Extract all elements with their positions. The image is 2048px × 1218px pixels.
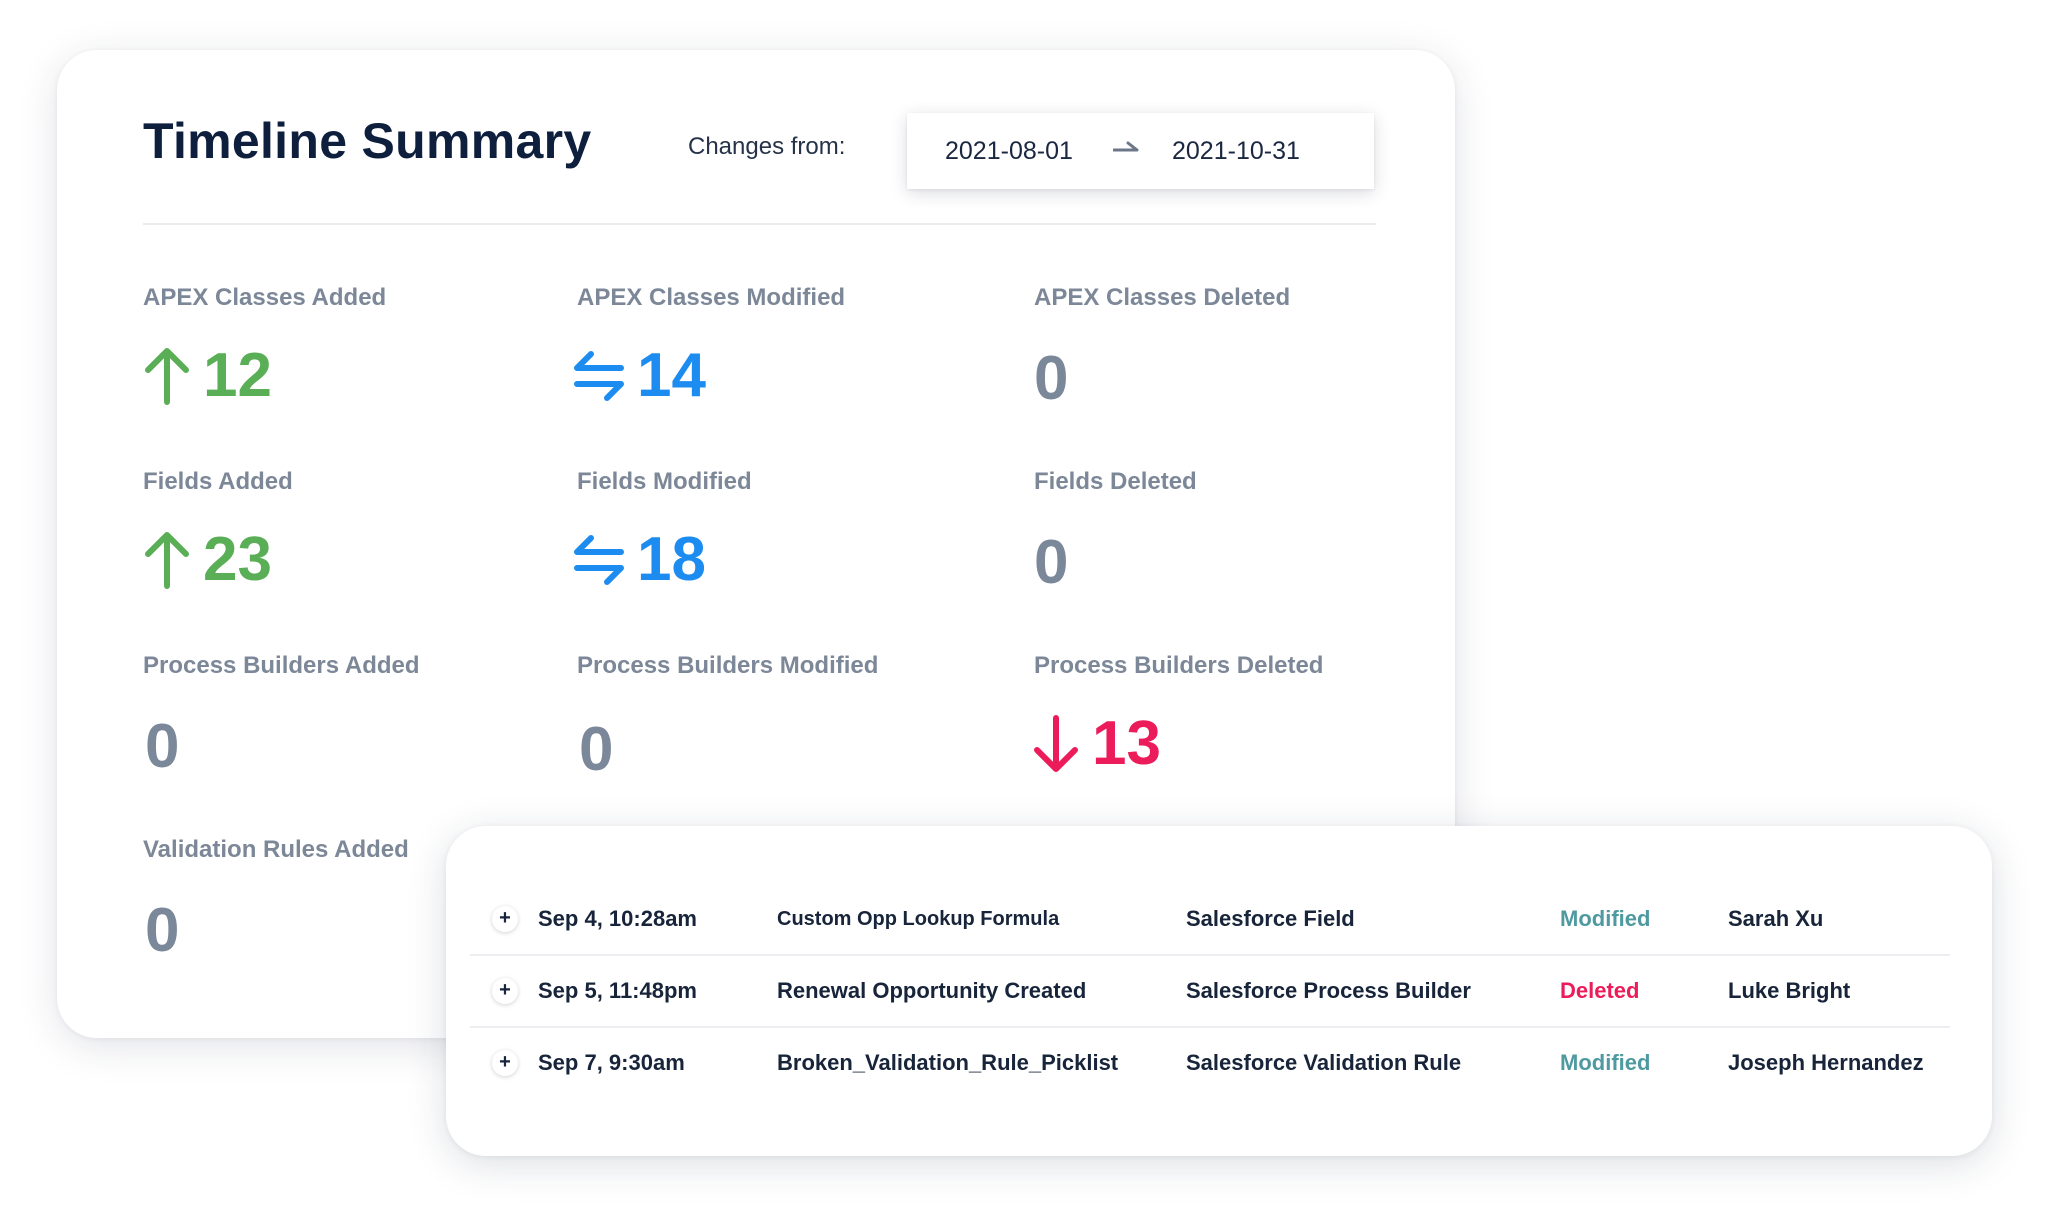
change-name[interactable]: Broken_Validation_Rule_Picklist	[777, 1050, 1119, 1075]
stat-label-fields-added: Fields Added	[143, 468, 293, 495]
stat-value-process-builders-deleted: 13	[1032, 708, 1161, 779]
expand-row-button[interactable]: +	[492, 906, 518, 932]
table-row[interactable]: + Sep 7, 9:30am Broken_Validation_Rule_P…	[470, 1028, 1950, 1098]
arrow-down-icon	[1034, 714, 1078, 772]
status-badge: Deleted	[1560, 978, 1640, 1003]
table-row[interactable]: + Sep 5, 11:48pm Renewal Opportunity Cre…	[470, 956, 1950, 1028]
table-row[interactable]: + Sep 4, 10:28am Custom Opp Lookup Formu…	[470, 884, 1950, 956]
stat-value-validation-rules-added: 0	[145, 895, 179, 966]
swap-arrows-icon	[574, 534, 624, 585]
stat-value-apex-classes-modified: 14	[573, 340, 706, 411]
stat-value-fields-added: 23	[143, 524, 272, 595]
stat-value-apex-classes-deleted: 0	[1034, 343, 1068, 414]
change-user: Sarah Xu	[1728, 906, 1824, 931]
page-title: Timeline Summary	[143, 113, 592, 169]
stat-number: 0	[145, 712, 180, 781]
swap-arrows-icon	[574, 350, 624, 401]
stat-label-process-builders-deleted: Process Builders Deleted	[1034, 652, 1324, 679]
stat-label-apex-classes-deleted: APEX Classes Deleted	[1034, 284, 1291, 311]
stat-value-apex-classes-added: 12	[143, 340, 272, 411]
change-date: Sep 5, 11:48pm	[538, 978, 697, 1003]
stat-label-fields-modified: Fields Modified	[577, 468, 752, 495]
change-user: Luke Bright	[1728, 978, 1851, 1003]
status-badge: Modified	[1560, 1050, 1651, 1075]
stat-number: 13	[1092, 709, 1161, 778]
change-type: Salesforce Field	[1186, 906, 1355, 931]
header-divider	[143, 223, 1376, 225]
change-name[interactable]: Custom Opp Lookup Formula	[777, 908, 1060, 930]
stat-value-process-builders-modified: 0	[579, 714, 613, 785]
stat-number: 0	[1034, 528, 1069, 597]
changes-from-label: Changes from:	[688, 133, 846, 160]
stat-value-fields-modified: 18	[573, 524, 706, 595]
arrow-right-icon	[1113, 141, 1139, 152]
stat-label-process-builders-added: Process Builders Added	[143, 652, 420, 679]
stat-number: 0	[579, 715, 614, 784]
change-type: Salesforce Process Builder	[1186, 978, 1471, 1003]
date-from-value[interactable]: 2021-08-01	[945, 136, 1073, 165]
arrow-up-icon	[145, 347, 189, 405]
stat-value-fields-deleted: 0	[1034, 527, 1068, 598]
stat-number: 14	[637, 341, 706, 410]
date-range-picker[interactable]: 2021-08-01 2021-10-31	[907, 113, 1374, 189]
arrow-up-icon	[145, 531, 189, 589]
stat-label-validation-rules-added: Validation Rules Added	[143, 836, 409, 863]
stat-number: 18	[637, 525, 706, 594]
stat-label-process-builders-modified: Process Builders Modified	[577, 652, 879, 679]
stat-number: 12	[203, 341, 272, 410]
expand-row-button[interactable]: +	[492, 978, 518, 1004]
expand-row-button[interactable]: +	[492, 1050, 518, 1076]
recent-changes-card	[446, 826, 1992, 1156]
stat-value-process-builders-added: 0	[145, 711, 179, 782]
change-user: Joseph Hernandez	[1728, 1050, 1924, 1075]
stat-number: 23	[203, 525, 272, 594]
change-name[interactable]: Renewal Opportunity Created	[777, 978, 1087, 1003]
change-date: Sep 7, 9:30am	[538, 1050, 685, 1075]
stat-number: 0	[145, 896, 180, 965]
stat-number: 0	[1034, 344, 1069, 413]
stat-label-apex-classes-modified: APEX Classes Modified	[577, 284, 846, 311]
change-type: Salesforce Validation Rule	[1186, 1050, 1462, 1075]
date-to-value[interactable]: 2021-10-31	[1172, 136, 1300, 165]
stat-label-fields-deleted: Fields Deleted	[1034, 468, 1197, 495]
status-badge: Modified	[1560, 906, 1651, 931]
stat-label-apex-classes-added: APEX Classes Added	[143, 284, 387, 311]
change-date: Sep 4, 10:28am	[538, 906, 697, 931]
